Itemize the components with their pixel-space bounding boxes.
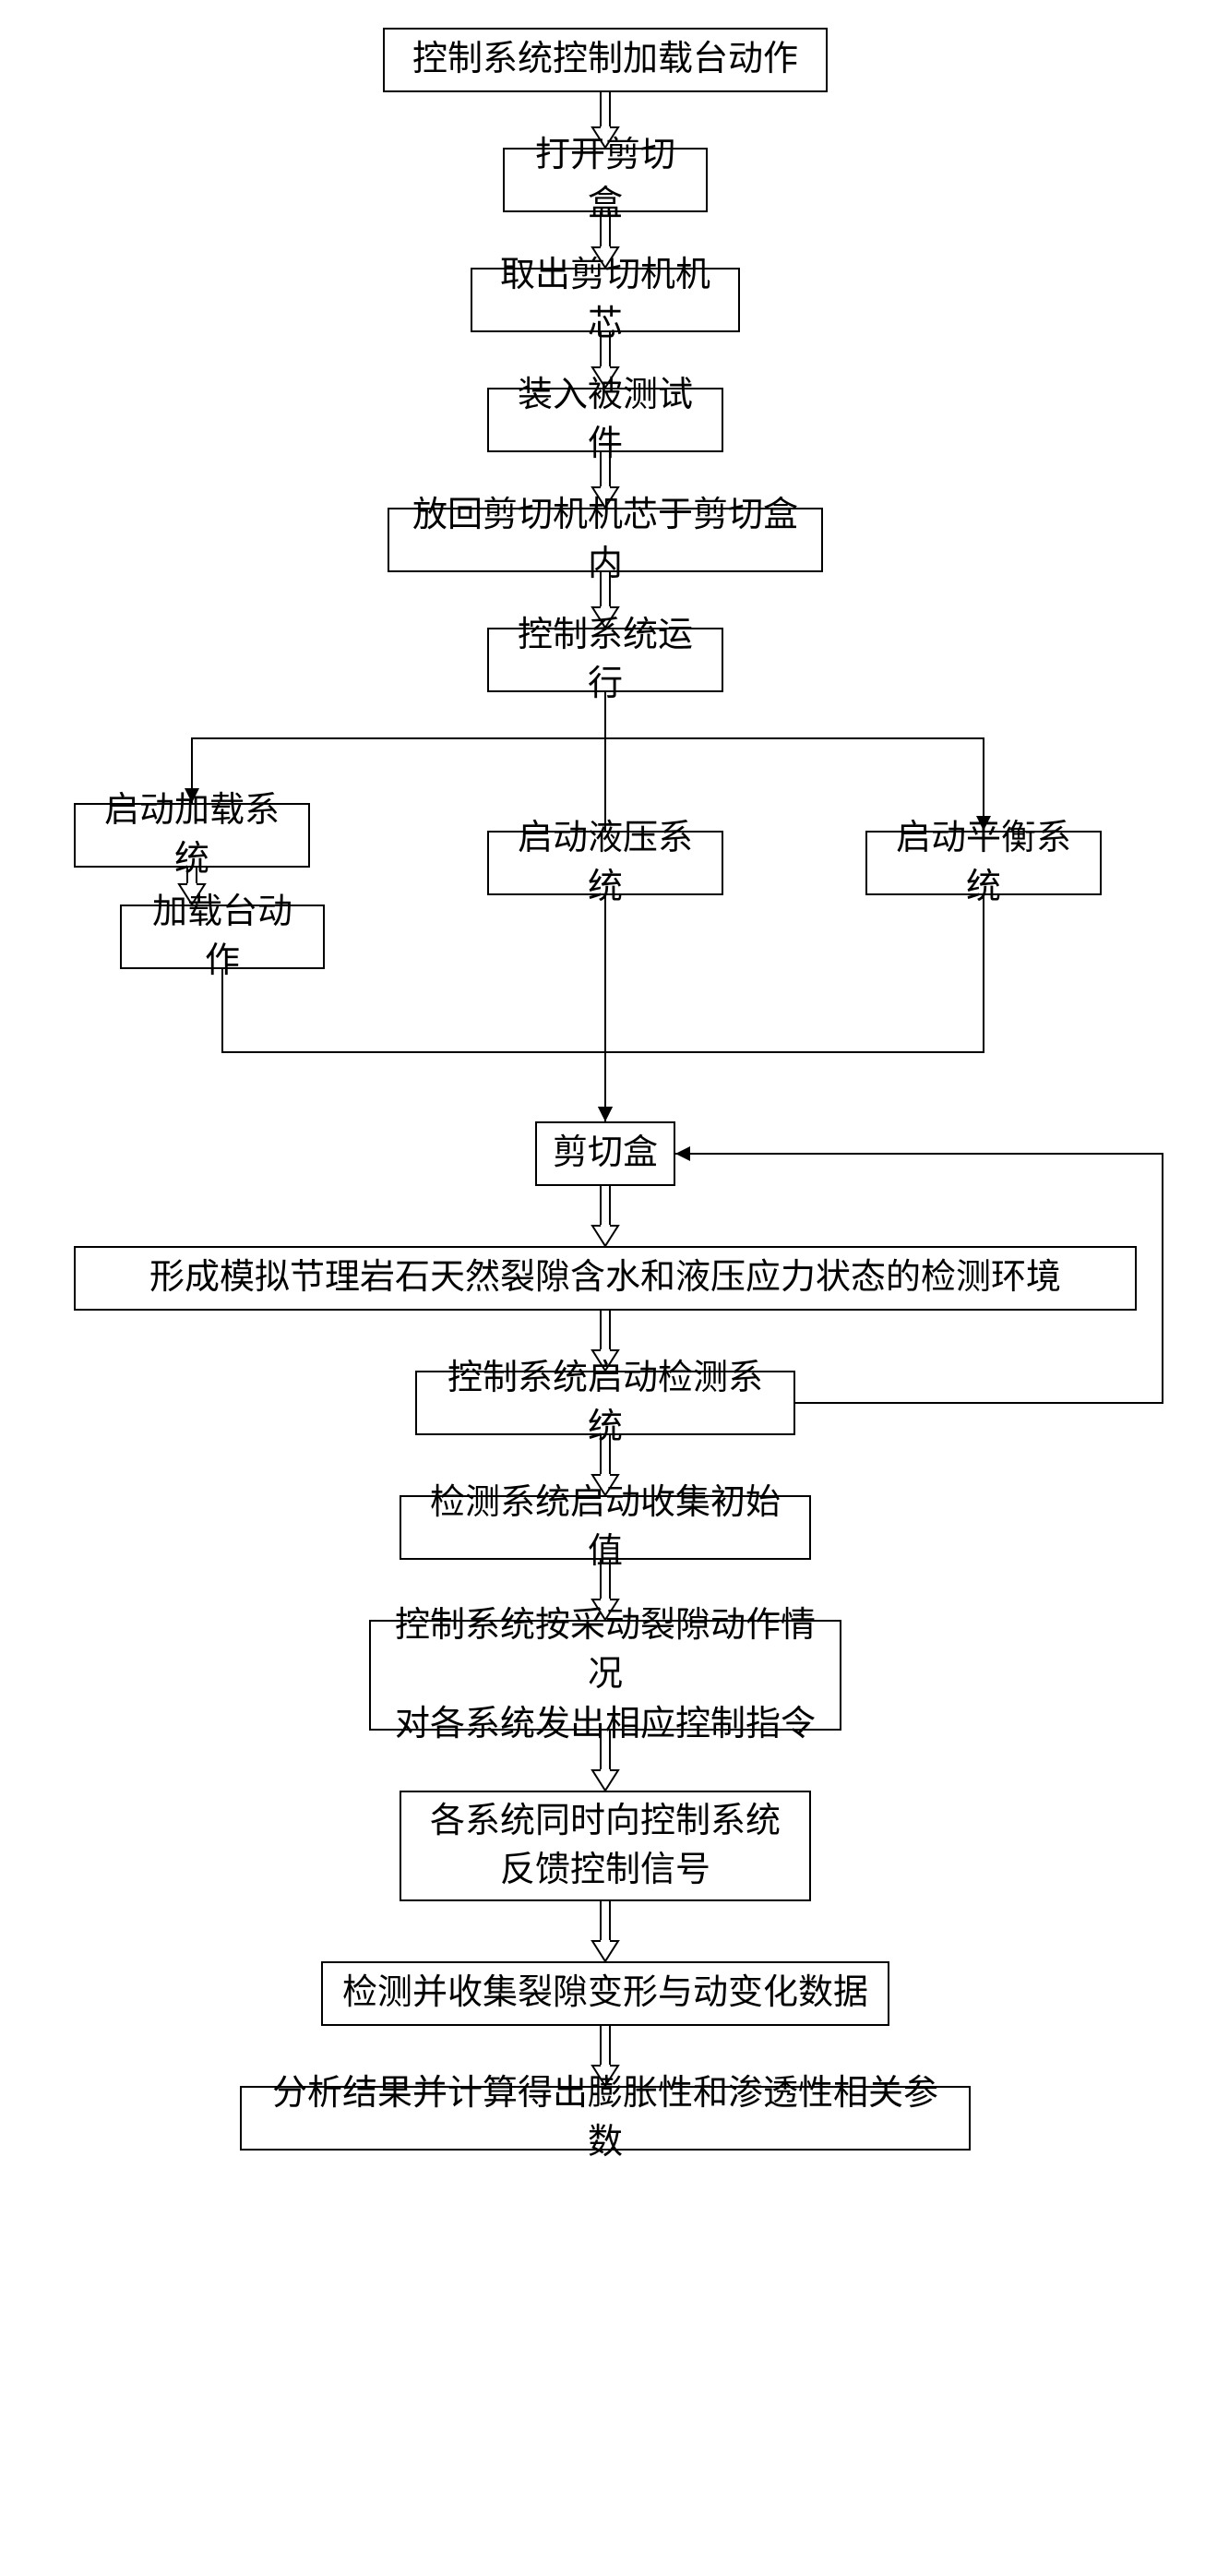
box-label: 加载台动作 (137, 888, 308, 986)
box-label: 各系统同时向控制系统 反馈控制信号 (430, 1797, 781, 1895)
flowchart-box-b3: 取出剪切机机芯 (471, 268, 740, 332)
flowchart-box-b14: 检测系统启动收集初始值 (400, 1495, 811, 1560)
box-label: 检测系统启动收集初始值 (416, 1479, 794, 1576)
box-label: 打开剪切盒 (519, 131, 691, 229)
flowchart-box-b1: 控制系统控制加载台动作 (383, 28, 828, 92)
flowchart-box-b4: 装入被测试件 (487, 388, 723, 452)
box-label: 检测并收集裂隙变形与动变化数据 (342, 1969, 868, 2018)
flowchart-box-b17: 检测并收集裂隙变形与动变化数据 (321, 1961, 889, 2026)
box-label: 取出剪切机机芯 (487, 251, 723, 349)
box-label: 装入被测试件 (504, 371, 707, 469)
flowchart-box-b16: 各系统同时向控制系统 反馈控制信号 (400, 1791, 811, 1901)
flowchart-box-b10: 启动平衡系统 (865, 831, 1102, 895)
box-label: 控制系统运行 (504, 611, 707, 709)
box-label: 控制系统按采动裂隙动作情况 对各系统发出相应控制指令 (386, 1601, 825, 1749)
flowchart-container: 控制系统控制加载台动作打开剪切盒取出剪切机机芯装入被测试件放回剪切机机芯于剪切盒… (18, 18, 1187, 2558)
flowchart-box-b13: 控制系统启动检测系统 (415, 1371, 795, 1435)
box-label: 启动加载系统 (90, 786, 293, 884)
box-label: 控制系统启动检测系统 (432, 1354, 779, 1452)
flowchart-box-b2: 打开剪切盒 (503, 148, 708, 212)
box-label: 剪切盒 (553, 1129, 658, 1178)
flowchart-box-b9: 启动液压系统 (487, 831, 723, 895)
flowchart-box-b5: 放回剪切机机芯于剪切盒内 (388, 508, 823, 572)
flowchart-box-b11: 剪切盒 (535, 1121, 675, 1186)
flowchart-box-b7: 启动加载系统 (74, 803, 310, 868)
box-label: 启动液压系统 (504, 814, 707, 912)
flowchart-box-b15: 控制系统按采动裂隙动作情况 对各系统发出相应控制指令 (369, 1620, 841, 1731)
flowchart-box-b12: 形成模拟节理岩石天然裂隙含水和液压应力状态的检测环境 (74, 1246, 1137, 1311)
flowchart-box-b18: 分析结果并计算得出膨胀性和渗透性相关参数 (240, 2086, 971, 2151)
box-label: 分析结果并计算得出膨胀性和渗透性相关参数 (257, 2069, 954, 2167)
box-label: 控制系统控制加载台动作 (412, 35, 798, 84)
box-label: 启动平衡系统 (882, 814, 1085, 912)
flowchart-box-b6: 控制系统运行 (487, 628, 723, 692)
box-label: 形成模拟节理岩石天然裂隙含水和液压应力状态的检测环境 (149, 1253, 1061, 1302)
flowchart-box-b8: 加载台动作 (120, 905, 325, 969)
box-label: 放回剪切机机芯于剪切盒内 (404, 491, 806, 589)
